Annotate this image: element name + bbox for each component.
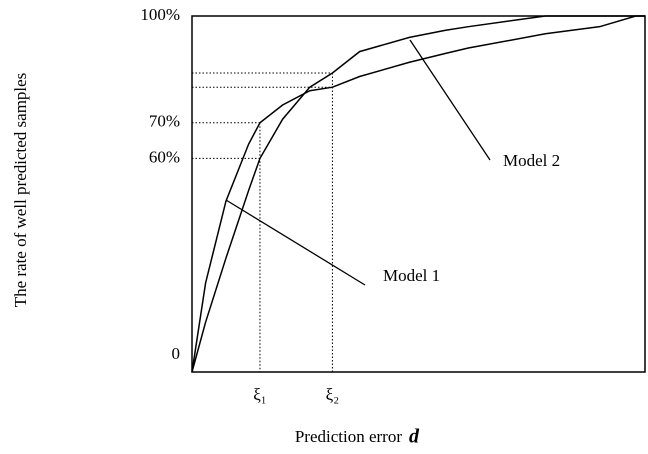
line-series xyxy=(191,15,645,373)
series-label: Model 2 xyxy=(503,151,560,170)
plot-frame xyxy=(191,15,646,373)
y-tick-label: 70% xyxy=(149,112,180,131)
line-series xyxy=(191,15,645,373)
x-axis-symbol: d xyxy=(409,426,420,448)
y-tick-label: 100% xyxy=(140,5,180,24)
y-tick-label: 60% xyxy=(149,147,180,166)
y-tick-label: 0 xyxy=(172,344,181,363)
x-tick-label: ξ₂ xyxy=(326,385,340,404)
leader-line xyxy=(225,199,366,286)
y-axis-label: The rate of well predicted samples xyxy=(11,73,30,308)
leader-line xyxy=(409,39,491,161)
series-label: Model 1 xyxy=(383,266,440,285)
x-tick-label: ξ₁ xyxy=(253,385,267,404)
x-axis-label: Prediction error xyxy=(295,427,402,446)
